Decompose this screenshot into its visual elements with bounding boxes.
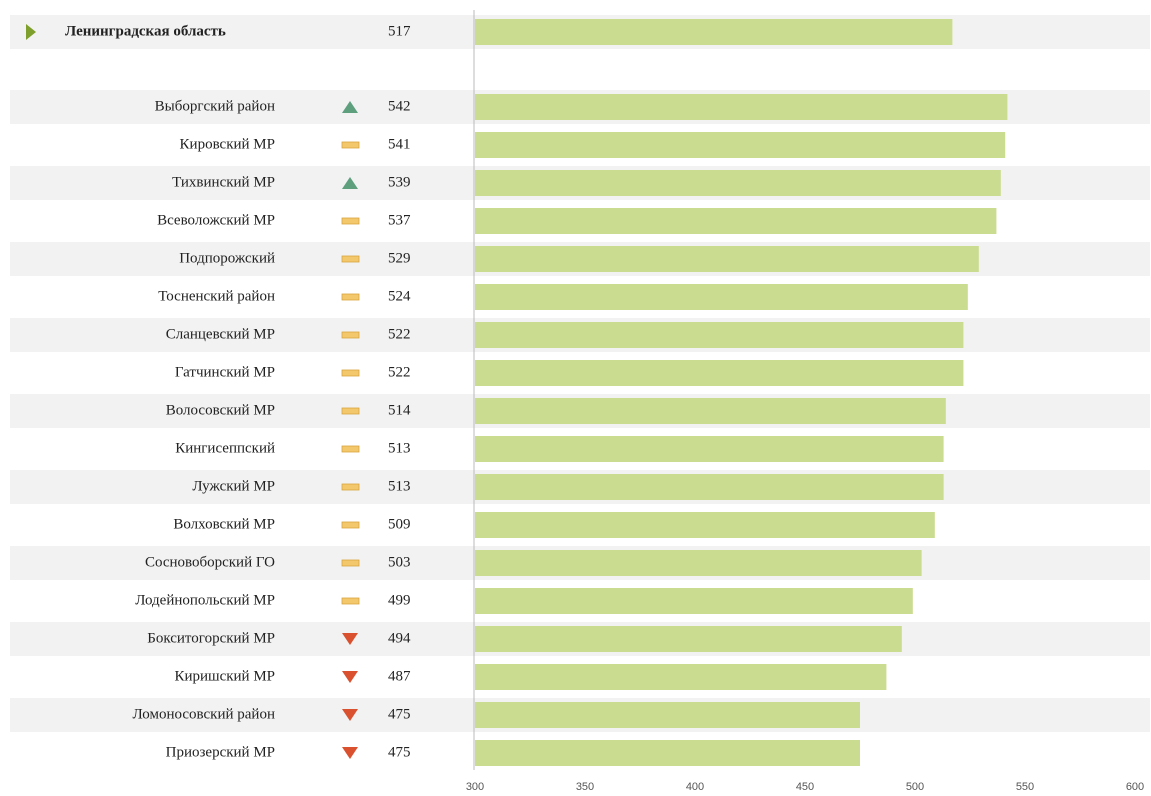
row-label: Ломоносовский район bbox=[132, 706, 275, 722]
row-label: Сланцевский МР bbox=[166, 326, 275, 342]
x-tick-label: 550 bbox=[1016, 781, 1034, 793]
trend-up bbox=[342, 177, 358, 189]
bar bbox=[475, 170, 1001, 196]
total-value: 517 bbox=[388, 23, 411, 39]
bar bbox=[475, 664, 887, 690]
bar bbox=[475, 94, 1008, 120]
row-label: Подпорожский bbox=[179, 250, 275, 266]
row-label: Кировский МР bbox=[180, 136, 275, 152]
row-value: 487 bbox=[388, 668, 411, 684]
trend-flat bbox=[341, 141, 360, 149]
row-label: Сосновоборский ГО bbox=[145, 554, 275, 570]
row-label: Лодейнопольский МР bbox=[135, 592, 275, 608]
bar bbox=[475, 588, 913, 614]
row-value: 494 bbox=[388, 630, 411, 646]
row-value: 513 bbox=[388, 440, 411, 456]
row-value: 539 bbox=[388, 174, 411, 190]
trend-flat bbox=[341, 255, 360, 263]
bar bbox=[475, 284, 968, 310]
row-value: 542 bbox=[388, 98, 411, 114]
total-label: Ленинградская область bbox=[65, 23, 226, 39]
trend-down bbox=[342, 633, 358, 645]
row-label: Приозерский МР bbox=[166, 744, 275, 760]
row-value: 499 bbox=[388, 592, 411, 608]
trend-down bbox=[342, 709, 358, 721]
row-value: 522 bbox=[388, 326, 411, 342]
trend-flat bbox=[341, 407, 360, 415]
bar bbox=[475, 702, 860, 728]
x-tick-label: 300 bbox=[466, 781, 484, 793]
trend-flat bbox=[341, 445, 360, 453]
bar bbox=[475, 398, 946, 424]
x-tick-label: 350 bbox=[576, 781, 594, 793]
row-value: 524 bbox=[388, 288, 411, 304]
row-value: 475 bbox=[388, 706, 411, 722]
trend-flat bbox=[341, 293, 360, 301]
row-label: Киришский МР bbox=[174, 668, 275, 684]
x-tick-label: 500 bbox=[906, 781, 924, 793]
bar bbox=[475, 550, 922, 576]
trend-down bbox=[342, 671, 358, 683]
row-value: 513 bbox=[388, 478, 411, 494]
row-label: Волосовский МР bbox=[166, 402, 275, 418]
trend-flat bbox=[341, 521, 360, 529]
bar bbox=[475, 512, 935, 538]
row-label: Тихвинский МР bbox=[172, 174, 275, 190]
row-value: 541 bbox=[388, 136, 411, 152]
trend-flat bbox=[341, 217, 360, 225]
row-label: Кингисеппский bbox=[175, 440, 275, 456]
x-tick-label: 400 bbox=[686, 781, 704, 793]
trend-flat bbox=[341, 483, 360, 491]
row-value: 522 bbox=[388, 364, 411, 380]
row-label: Выборгский район bbox=[155, 98, 275, 114]
row-value: 529 bbox=[388, 250, 411, 266]
bar bbox=[475, 132, 1006, 158]
bar bbox=[475, 246, 979, 272]
bar bbox=[475, 360, 964, 386]
row-label: Волховский МР bbox=[173, 516, 275, 532]
x-tick-label: 450 bbox=[796, 781, 814, 793]
bar bbox=[475, 322, 964, 348]
trend-flat bbox=[341, 559, 360, 567]
bar bbox=[475, 208, 997, 234]
trend-up bbox=[342, 101, 358, 113]
bar bbox=[475, 436, 944, 462]
row-label: Лужский МР bbox=[192, 478, 275, 494]
bar bbox=[475, 740, 860, 766]
row-label: Тосненский район bbox=[158, 288, 275, 304]
row-value: 509 bbox=[388, 516, 411, 532]
row-value: 537 bbox=[388, 212, 411, 228]
row-value: 514 bbox=[388, 402, 411, 418]
expand-icon[interactable] bbox=[26, 24, 36, 40]
trend-flat bbox=[341, 369, 360, 377]
trend-flat bbox=[341, 597, 360, 605]
bar bbox=[475, 626, 902, 652]
row-label: Всеволожский МР bbox=[157, 212, 275, 228]
x-tick-label: 600 bbox=[1126, 781, 1144, 793]
trend-down bbox=[342, 747, 358, 759]
row-value: 475 bbox=[388, 744, 411, 760]
trend-flat bbox=[341, 331, 360, 339]
bar bbox=[475, 474, 944, 500]
row-label: Бокситогорский МР bbox=[147, 630, 275, 646]
row-label: Гатчинский МР bbox=[175, 364, 275, 380]
total-bar bbox=[475, 19, 953, 45]
row-value: 503 bbox=[388, 554, 411, 570]
